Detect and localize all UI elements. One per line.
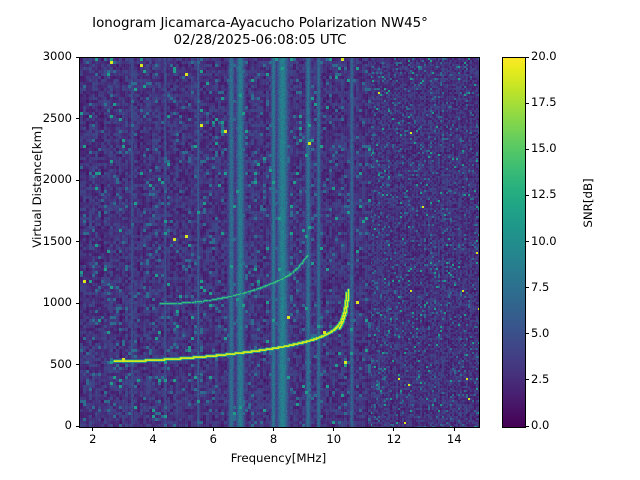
colorbar-tick-mark <box>525 333 529 335</box>
colorbar-gradient-canvas <box>503 58 525 427</box>
y-tick-mark <box>75 179 79 181</box>
y-tick-label: 2500 <box>42 110 72 125</box>
y-tick-mark <box>75 56 79 58</box>
colorbar-tick-label: 12.5 <box>531 187 557 202</box>
x-tick-mark <box>333 427 335 431</box>
colorbar-tick-label: 17.5 <box>531 95 557 110</box>
y-axis-label: Virtual Distance[km] <box>30 126 44 248</box>
y-tick-label: 3000 <box>42 49 72 63</box>
y-tick-label: 1500 <box>42 233 72 248</box>
chart-title-line1: Ionogram Jicamarca-Ayacucho Polarization… <box>92 16 428 31</box>
colorbar-label: SNR[dB] <box>581 178 595 228</box>
colorbar-tick-mark <box>525 425 529 427</box>
ionogram-plot-area <box>79 57 480 428</box>
x-tick-mark <box>393 427 395 431</box>
y-tick-mark <box>75 364 79 365</box>
colorbar-tick-label: 20.0 <box>531 49 557 63</box>
x-tick-label: 6 <box>209 432 217 446</box>
colorbar-tick-mark <box>525 56 529 58</box>
x-tick-mark <box>212 427 214 431</box>
colorbar-tick-mark <box>525 379 529 381</box>
y-tick-mark <box>75 302 79 304</box>
ionogram-heatmap-canvas <box>80 58 479 427</box>
colorbar-tick-label: 2.5 <box>531 371 550 386</box>
colorbar-tick-mark <box>525 102 529 104</box>
y-tick-label: 2000 <box>42 172 72 186</box>
x-tick-mark <box>92 427 94 431</box>
x-tick-label: 14 <box>446 432 462 446</box>
colorbar-tick-label: 0.0 <box>531 418 550 432</box>
colorbar-tick-mark <box>525 194 529 196</box>
y-tick-mark <box>75 241 79 242</box>
chart-title: Ionogram Jicamarca-Ayacucho Polarization… <box>0 16 520 49</box>
y-tick-label: 500 <box>50 356 72 371</box>
x-axis-label: Frequency[MHz] <box>230 451 327 465</box>
colorbar-tick-mark <box>525 148 529 150</box>
chart-title-line2: 02/28/2025-06:08:05 UTC <box>173 32 347 48</box>
x-tick-label: 4 <box>149 432 157 446</box>
colorbar-tick-label: 10.0 <box>531 233 557 248</box>
x-tick-mark <box>273 427 275 431</box>
x-tick-label: 10 <box>326 432 342 446</box>
y-tick-label: 1000 <box>42 295 72 309</box>
x-tick-mark <box>152 427 154 431</box>
colorbar-tick-label: 7.5 <box>531 279 550 294</box>
colorbar-tick-mark <box>525 287 529 289</box>
colorbar-tick-label: 15.0 <box>531 141 557 156</box>
colorbar-tick-label: 5.0 <box>531 325 550 340</box>
colorbar <box>502 57 526 428</box>
x-tick-mark <box>453 427 455 431</box>
x-tick-label: 12 <box>386 432 402 446</box>
x-tick-label: 8 <box>269 432 278 446</box>
x-tick-label: 2 <box>89 432 97 446</box>
y-tick-label: 0 <box>64 418 72 432</box>
y-tick-mark <box>75 425 79 427</box>
y-tick-mark <box>75 118 79 119</box>
colorbar-tick-mark <box>525 241 529 242</box>
